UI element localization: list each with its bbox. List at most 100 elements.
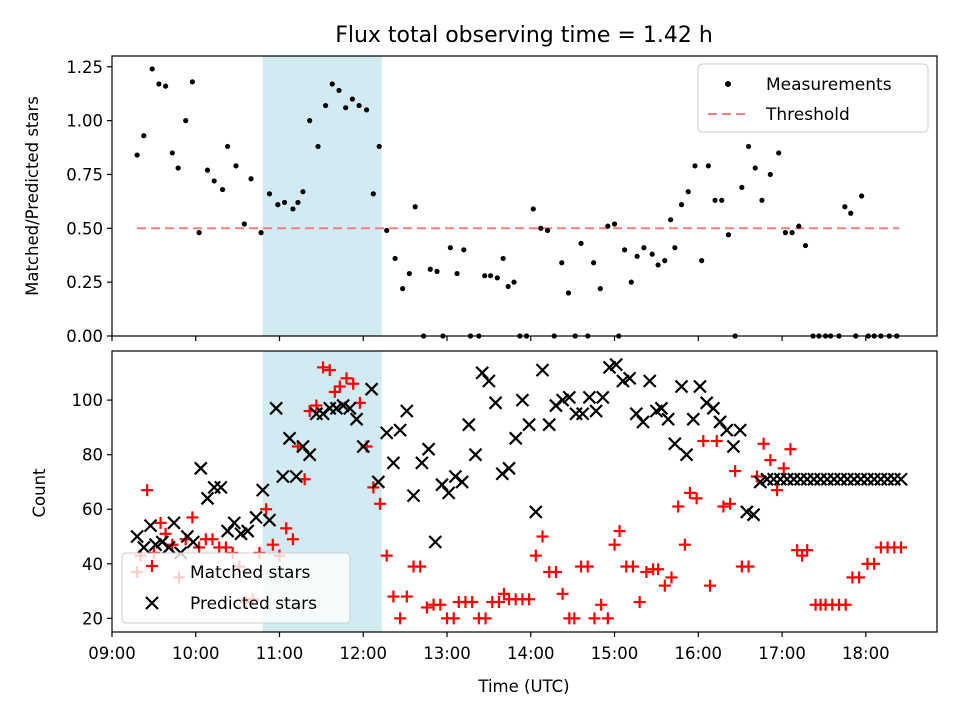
predicted-star-point — [214, 480, 228, 495]
matched-star-point — [219, 541, 232, 554]
predicted-star-point — [186, 535, 201, 549]
measurement-point — [400, 286, 406, 292]
predicted-star-point — [502, 461, 516, 476]
measurement-point — [672, 245, 678, 251]
measurement-point — [427, 266, 433, 272]
measurement-point — [590, 260, 597, 266]
predicted-star-point — [262, 513, 277, 527]
matched-star-point — [186, 511, 199, 524]
measurement-point — [544, 227, 551, 234]
predicted-star-point — [167, 516, 181, 530]
measurement-point — [842, 204, 848, 210]
predicted-star-point — [867, 472, 881, 487]
measurement-point — [281, 199, 288, 206]
measurement-point — [782, 230, 789, 236]
predicted-star-point — [854, 472, 868, 487]
predicted-star-point — [596, 390, 610, 405]
measurement-point — [668, 217, 674, 223]
measurement-point — [336, 87, 342, 94]
measurement-point — [678, 202, 685, 208]
matched-star-point — [568, 612, 581, 625]
measurement-point — [578, 240, 584, 246]
measurement-point — [300, 189, 306, 195]
predicted-star-point — [840, 472, 855, 487]
predicted-star-point — [786, 472, 801, 487]
measurement-point — [705, 163, 711, 169]
predicted-star-point — [686, 412, 701, 426]
legend-matched-label: Matched stars — [190, 563, 310, 583]
chart-title: Flux total observing time = 1.42 h — [335, 23, 713, 48]
measurement-point — [611, 221, 618, 227]
predicted-star-point — [508, 431, 523, 446]
bottom-x-tick-label: 17:00 — [758, 644, 806, 663]
bottom-legend-box — [121, 552, 351, 624]
matched-star-point — [347, 377, 360, 390]
top-y-tick-label: 0.25 — [66, 273, 103, 292]
predicted-star-point — [468, 447, 483, 462]
bottom-panel: 20 40 60 80 100 09:00 10:00 11:00 12:00 13:00 14:… — [30, 350, 938, 696]
matched-star-point — [323, 364, 336, 377]
predicted-star-point — [793, 472, 808, 487]
legend-threshold-label: Threshold — [765, 105, 850, 125]
measurement-point — [789, 230, 795, 236]
matched-star-point — [704, 579, 717, 592]
measurement-point — [634, 253, 640, 259]
matched-star-point — [141, 484, 154, 497]
matched-star-point — [801, 544, 814, 557]
predicted-star-point — [482, 374, 496, 388]
matched-star-point — [447, 612, 460, 625]
x-axis-label: Time (UTC) — [477, 677, 569, 696]
predicted-star-point — [428, 535, 443, 549]
predicted-star-point — [562, 390, 577, 405]
measurement-point — [434, 268, 440, 274]
matched-star-point — [333, 380, 346, 393]
matched-star-point — [784, 443, 797, 456]
predicted-star-point — [582, 390, 597, 405]
predicted-star-point — [393, 423, 407, 437]
matched-star-point — [387, 590, 400, 603]
predicted-star-point — [693, 379, 707, 394]
measurement-point — [699, 258, 705, 264]
bottom-x-tick-label: 11:00 — [256, 644, 304, 663]
bottom-axes-frame — [111, 350, 938, 633]
predicted-star-point — [343, 401, 357, 416]
predicted-star-point — [800, 472, 814, 487]
predicted-star-point — [200, 491, 215, 506]
measurement-point — [712, 197, 718, 203]
legend-matched-marker — [146, 560, 158, 572]
measurement-point — [196, 230, 202, 236]
predicted-star-point — [162, 540, 176, 555]
measurement-point — [511, 279, 517, 285]
predicted-star-point — [642, 374, 657, 388]
predicted-star-point — [249, 510, 263, 525]
matched-star-point — [434, 598, 447, 611]
predicted-star-point — [654, 401, 669, 416]
bottom-y-axis-label: Count — [30, 468, 49, 518]
measurement-point — [275, 202, 281, 208]
top-y-tick-label: 0.50 — [66, 219, 103, 238]
predicted-star-point — [386, 456, 401, 470]
measurement-point — [776, 150, 782, 156]
bottom-y-tick-label: 20 — [82, 609, 103, 628]
matched-star-point — [757, 437, 770, 450]
measurement-point — [211, 178, 217, 184]
measurement-point — [494, 275, 500, 281]
matched-star-point — [380, 549, 393, 562]
matched-star-point — [764, 454, 777, 467]
predicted-star-point — [529, 505, 543, 519]
matched-star-point — [260, 503, 273, 516]
predicted-star-point — [569, 406, 583, 421]
measurement-point — [628, 279, 634, 285]
matched-star-point — [868, 557, 881, 570]
measurement-point — [565, 290, 572, 296]
predicted-star-point — [780, 472, 794, 487]
matched-star-point — [839, 598, 852, 611]
predicted-star-point — [887, 472, 902, 487]
predicted-star-point — [589, 404, 603, 418]
predicted-star-point — [276, 469, 290, 484]
predicted-star-point — [766, 472, 781, 487]
matched-star-point — [640, 565, 653, 578]
predicted-star-point — [522, 417, 536, 432]
measurement-point — [759, 197, 765, 203]
